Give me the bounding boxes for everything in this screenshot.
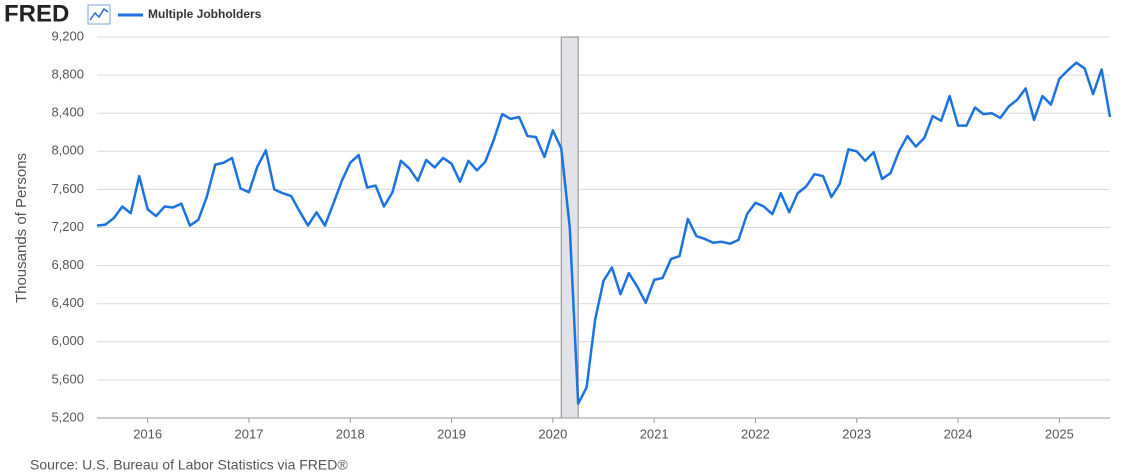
y-tick-label: 8,800 <box>51 67 84 82</box>
x-tick-label: 2017 <box>234 426 263 441</box>
legend-label: Multiple Jobholders <box>148 7 262 21</box>
x-tick-label: 2023 <box>842 426 871 441</box>
y-tick-label: 9,200 <box>51 28 84 43</box>
x-tick-label: 2025 <box>1045 426 1074 441</box>
y-tick-label: 5,600 <box>51 371 84 386</box>
x-tick-label: 2021 <box>640 426 669 441</box>
y-tick-label: 6,400 <box>51 295 84 310</box>
x-tick-label: 2016 <box>133 426 162 441</box>
y-tick-label: 6,800 <box>51 257 84 272</box>
x-tick-label: 2022 <box>741 426 770 441</box>
data-line <box>96 61 1112 405</box>
x-tick-label: 2018 <box>336 426 365 441</box>
source: Source: U.S. Bureau of Labor Statistics … <box>30 457 348 473</box>
y-tick-label: 7,600 <box>51 181 84 196</box>
y-tick-label: 8,400 <box>51 105 84 120</box>
logo-icon <box>87 4 111 25</box>
y-tick-label: 8,000 <box>51 143 84 158</box>
y-axis-label: Thousands of Persons <box>13 153 30 303</box>
x-tick-label: 2020 <box>538 426 567 441</box>
x-tick-label: 2024 <box>944 426 973 441</box>
y-tick-label: 7,200 <box>51 219 84 234</box>
logo: FRED <box>4 0 69 27</box>
y-tick-label: 5,200 <box>51 409 84 424</box>
y-tick-label: 6,000 <box>51 333 84 348</box>
x-tick-label: 2019 <box>437 426 466 441</box>
